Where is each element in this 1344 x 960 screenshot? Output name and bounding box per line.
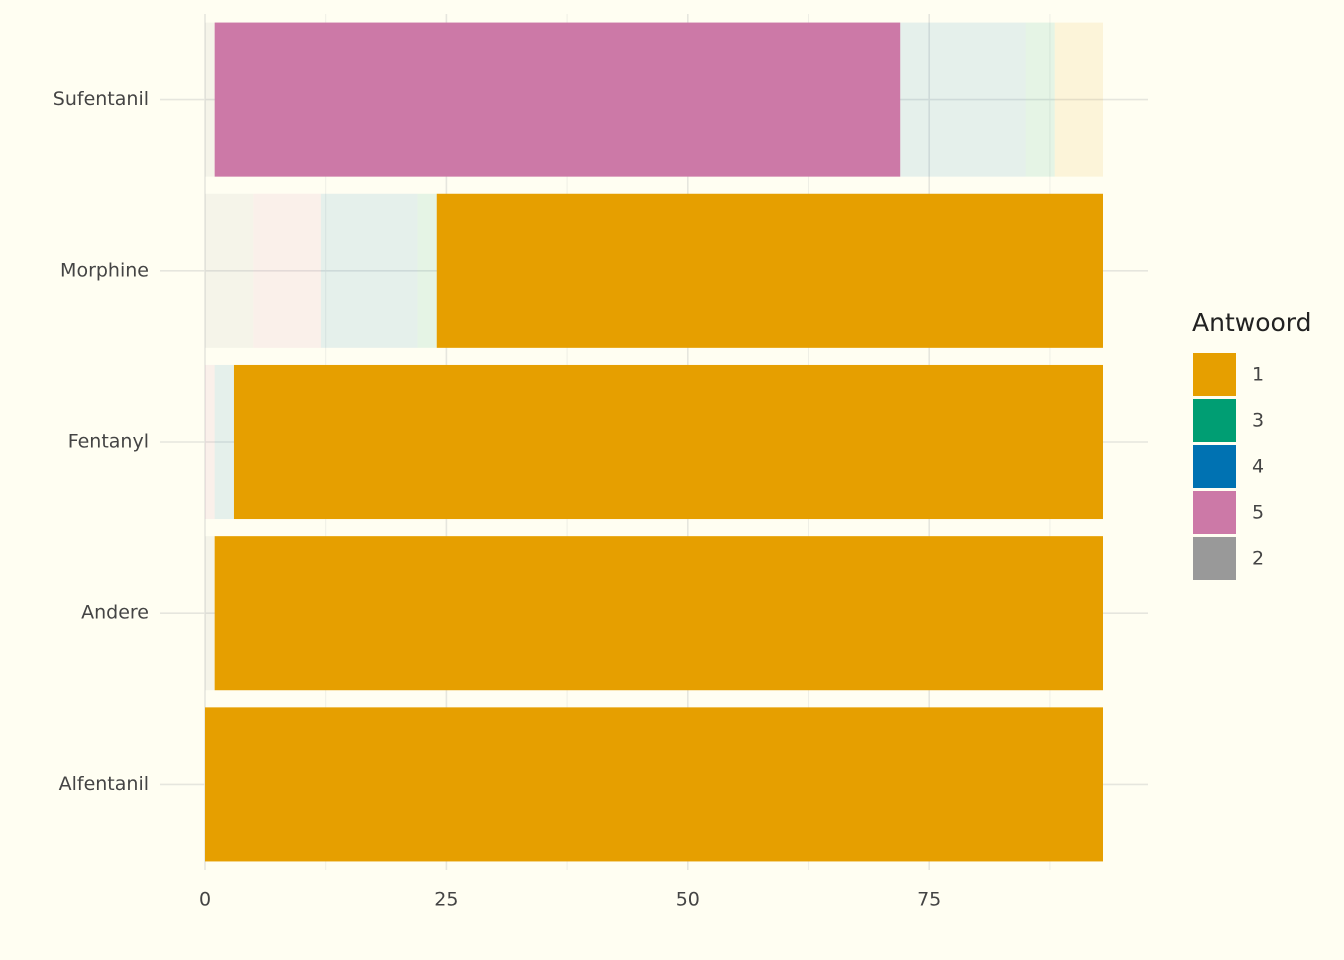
y-tick-label: Sufentanil xyxy=(53,88,149,110)
legend-label: 5 xyxy=(1252,502,1264,524)
legend-key xyxy=(1193,445,1236,488)
x-tick-label: 0 xyxy=(199,889,211,911)
bar-segment xyxy=(417,193,437,348)
y-tick-label: Fentanyl xyxy=(68,431,149,453)
bar-segment xyxy=(205,707,1103,862)
bar-segment xyxy=(233,364,1103,520)
x-tick-label: 25 xyxy=(434,889,458,911)
bar-segment xyxy=(214,364,234,520)
legend-label: 1 xyxy=(1252,364,1264,386)
y-tick-label: Morphine xyxy=(60,259,149,281)
bar-segment xyxy=(205,193,254,348)
bar-segment xyxy=(205,364,215,520)
x-tick-label: 75 xyxy=(917,889,941,911)
bar-segment xyxy=(214,536,1104,691)
legend-key xyxy=(1193,491,1236,534)
legend-label: 3 xyxy=(1252,410,1264,432)
legend-key xyxy=(1193,537,1236,580)
legend-key xyxy=(1193,353,1236,396)
legend-title: Antwoord xyxy=(1192,308,1312,337)
bar-segment xyxy=(1054,22,1103,177)
x-tick-label: 50 xyxy=(676,889,700,911)
bar-segment xyxy=(320,193,418,348)
y-tick-label: Alfentanil xyxy=(59,773,149,795)
y-tick-label: Andere xyxy=(81,602,149,624)
legend-label: 2 xyxy=(1252,548,1264,570)
bar-segment xyxy=(214,22,901,177)
bar-segment xyxy=(205,22,215,177)
bar-segment xyxy=(1025,22,1055,177)
bar-segment xyxy=(205,536,215,691)
legend-key xyxy=(1193,399,1236,442)
bar-segment xyxy=(253,193,321,348)
bar-segment xyxy=(900,22,1026,177)
bar-segment xyxy=(436,193,1103,348)
legend-label: 4 xyxy=(1252,456,1264,478)
